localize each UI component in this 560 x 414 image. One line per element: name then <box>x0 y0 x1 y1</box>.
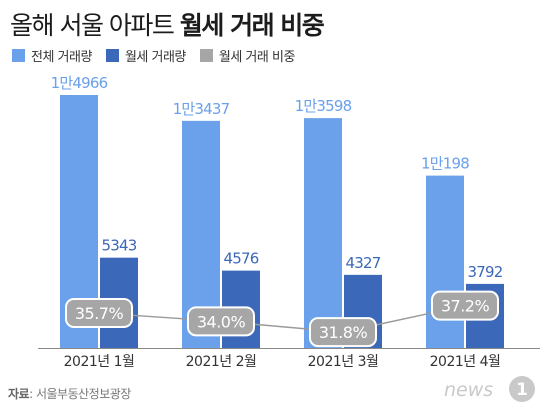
label-rent-3: 4327 <box>346 254 381 272</box>
legend-swatch-rent <box>105 49 119 62</box>
legend-label-ratio: 월세 거래 비중 <box>218 50 296 65</box>
bar-total-4 <box>426 175 464 348</box>
label-rent-1: 5343 <box>102 237 137 255</box>
ratio-badge-4 <box>431 290 499 321</box>
ratio-label-4: 37.2% <box>441 297 490 316</box>
x-tick-label-3: 2021년 3월 <box>308 354 379 370</box>
source-text: 서울부동산정보광장 <box>35 387 131 401</box>
legend-item-rent: 월세 거래량 <box>105 46 186 65</box>
ratio-badge-1 <box>65 298 133 328</box>
legend-swatch-total <box>12 49 25 62</box>
legend-item-ratio: 월세 거래 비중 <box>199 46 296 65</box>
chart-title: 올해 서울 아파트 월세 거래 비중 <box>10 6 325 42</box>
x-tick-label-2: 2021년 2월 <box>186 354 257 370</box>
label-total-4: 1만198 <box>421 155 469 173</box>
ratio-label-2: 34.0% <box>197 312 246 331</box>
source-label: 자료 <box>8 387 30 401</box>
svg-text:1: 1 <box>516 380 528 400</box>
title-prefix: 올해 서울 아파트 <box>10 11 175 40</box>
source-separator: : <box>29 387 36 401</box>
title-emphasis: 월세 거래 비중 <box>179 11 325 40</box>
legend-swatch-ratio <box>199 49 213 62</box>
x-tick-label-4: 2021년 4월 <box>430 354 501 370</box>
label-total-2: 1만3437 <box>173 100 230 118</box>
news1-logo: news 1 <box>444 376 535 402</box>
bar-total-3 <box>304 118 342 348</box>
label-rent-2: 4576 <box>224 250 259 268</box>
label-rent-4: 3792 <box>468 263 503 281</box>
legend-item-total: 전체 거래량 <box>12 46 92 65</box>
label-total-1: 1만4966 <box>51 74 108 92</box>
ratio-label-3: 31.8% <box>319 323 368 342</box>
ratio-label-1: 35.7% <box>75 304 124 323</box>
legend-label-total: 전체 거래량 <box>31 50 92 65</box>
legend-label-rent: 월세 거래량 <box>124 50 186 65</box>
source-note: 자료: 서울부동산정보광장 <box>8 385 131 402</box>
label-total-3: 1만3598 <box>295 97 352 115</box>
ratio-badge-3 <box>309 317 377 348</box>
ratio-line <box>98 304 466 333</box>
legend: 전체 거래량 월세 거래량 월세 거래 비중 <box>12 46 309 65</box>
ratio-badge-2 <box>187 306 255 337</box>
svg-text:news: news <box>444 379 493 401</box>
x-tick-label-1: 2021년 1월 <box>64 354 135 370</box>
